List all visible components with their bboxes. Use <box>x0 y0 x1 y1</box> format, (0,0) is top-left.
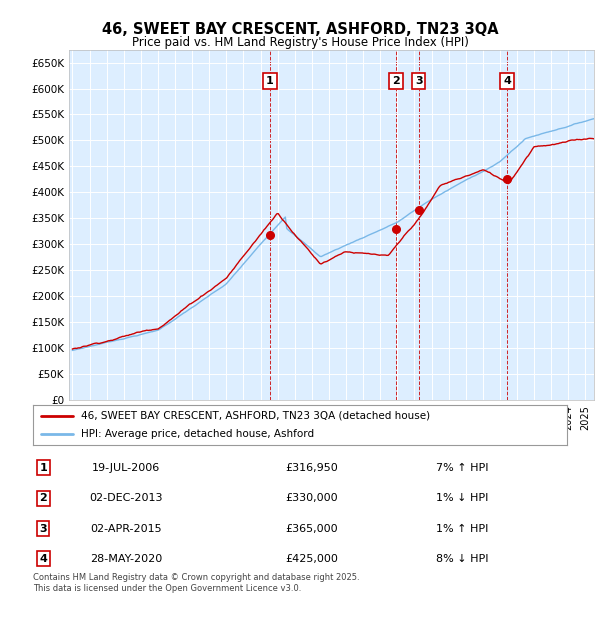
Text: 2: 2 <box>40 493 47 503</box>
Text: 4: 4 <box>503 76 511 86</box>
Text: 28-MAY-2020: 28-MAY-2020 <box>90 554 162 564</box>
Text: 46, SWEET BAY CRESCENT, ASHFORD, TN23 3QA: 46, SWEET BAY CRESCENT, ASHFORD, TN23 3Q… <box>101 22 499 37</box>
Text: 3: 3 <box>415 76 422 86</box>
Text: £316,950: £316,950 <box>286 463 338 473</box>
Text: 8% ↓ HPI: 8% ↓ HPI <box>436 554 488 564</box>
Text: 02-APR-2015: 02-APR-2015 <box>90 523 162 534</box>
Text: 46, SWEET BAY CRESCENT, ASHFORD, TN23 3QA (detached house): 46, SWEET BAY CRESCENT, ASHFORD, TN23 3Q… <box>81 410 430 421</box>
Text: 1: 1 <box>266 76 274 86</box>
Text: 19-JUL-2006: 19-JUL-2006 <box>92 463 160 473</box>
Text: Contains HM Land Registry data © Crown copyright and database right 2025.
This d: Contains HM Land Registry data © Crown c… <box>33 574 359 593</box>
Text: £425,000: £425,000 <box>286 554 338 564</box>
Text: 02-DEC-2013: 02-DEC-2013 <box>89 493 163 503</box>
Text: 1% ↑ HPI: 1% ↑ HPI <box>436 523 488 534</box>
Text: 2: 2 <box>392 76 400 86</box>
Text: Price paid vs. HM Land Registry's House Price Index (HPI): Price paid vs. HM Land Registry's House … <box>131 36 469 48</box>
Text: £330,000: £330,000 <box>286 493 338 503</box>
Text: 1: 1 <box>40 463 47 473</box>
Text: 3: 3 <box>40 523 47 534</box>
Text: 4: 4 <box>39 554 47 564</box>
Text: 1% ↓ HPI: 1% ↓ HPI <box>436 493 488 503</box>
Text: 7% ↑ HPI: 7% ↑ HPI <box>436 463 488 473</box>
Text: HPI: Average price, detached house, Ashford: HPI: Average price, detached house, Ashf… <box>81 429 314 440</box>
Text: £365,000: £365,000 <box>286 523 338 534</box>
